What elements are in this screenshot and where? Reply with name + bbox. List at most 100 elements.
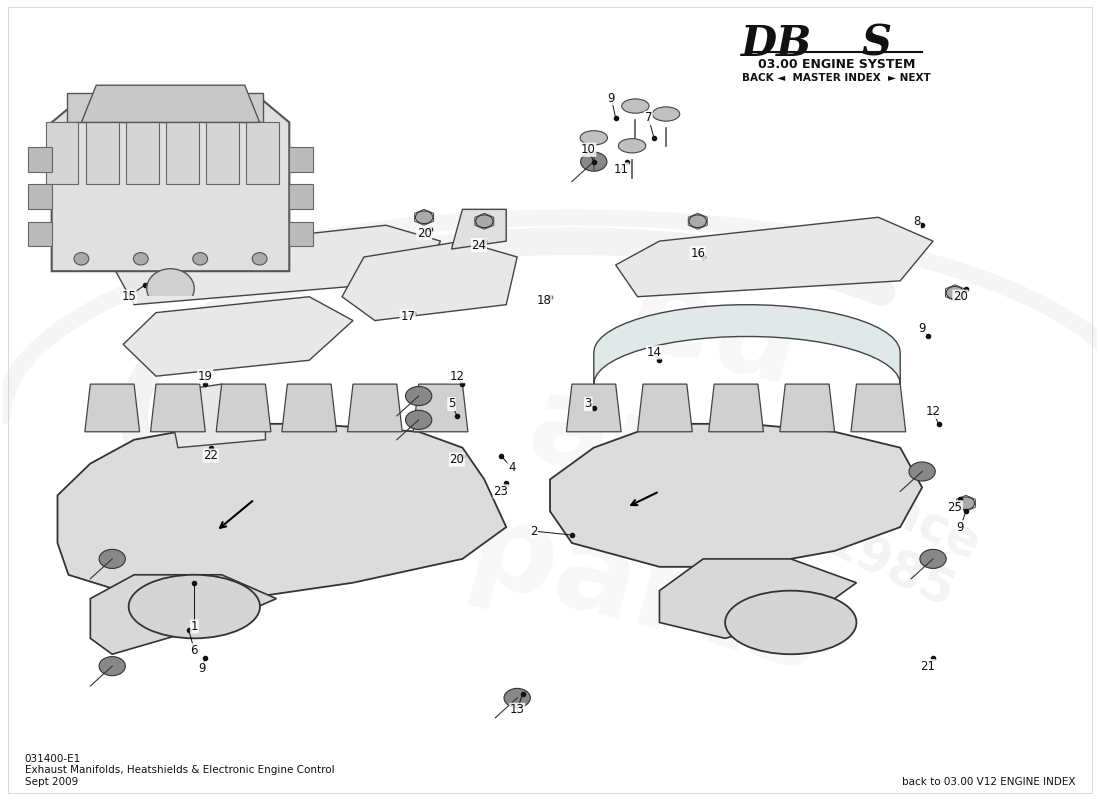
Text: 20: 20 <box>450 453 464 466</box>
Bar <box>206 122 239 184</box>
Circle shape <box>74 253 89 265</box>
Text: 4: 4 <box>508 461 516 474</box>
Polygon shape <box>123 297 353 376</box>
Circle shape <box>689 215 706 228</box>
Polygon shape <box>151 384 206 432</box>
Bar <box>289 185 314 210</box>
Ellipse shape <box>129 574 260 638</box>
Polygon shape <box>659 559 857 638</box>
Text: 18: 18 <box>537 294 552 307</box>
Circle shape <box>99 550 125 569</box>
Text: 22: 22 <box>204 449 218 462</box>
Polygon shape <box>616 218 933 297</box>
Text: 12: 12 <box>450 370 464 382</box>
Text: 9: 9 <box>918 322 926 335</box>
Text: 25: 25 <box>947 501 962 514</box>
Text: 1: 1 <box>190 620 198 633</box>
Bar <box>289 222 314 246</box>
Text: 12: 12 <box>925 406 940 418</box>
Polygon shape <box>594 305 900 384</box>
Text: 15: 15 <box>121 290 136 303</box>
Text: 8: 8 <box>913 214 921 228</box>
Polygon shape <box>167 384 265 448</box>
Text: 031400-E1: 031400-E1 <box>24 754 81 763</box>
Bar <box>204 93 263 122</box>
Text: 03.00 ENGINE SYSTEM: 03.00 ENGINE SYSTEM <box>758 58 915 71</box>
Circle shape <box>416 211 433 224</box>
Text: Exhaust Manifolds, Heatshields & Electronic Engine Control: Exhaust Manifolds, Heatshields & Electro… <box>24 766 334 775</box>
Circle shape <box>192 253 208 265</box>
Polygon shape <box>638 384 692 432</box>
Polygon shape <box>550 424 922 567</box>
Text: 20: 20 <box>953 290 968 303</box>
Circle shape <box>946 286 964 299</box>
Text: 10: 10 <box>581 143 596 156</box>
Text: Sept 2009: Sept 2009 <box>24 778 78 787</box>
Circle shape <box>475 215 493 228</box>
Polygon shape <box>282 384 337 432</box>
Bar <box>46 122 78 184</box>
Text: since
1985: since 1985 <box>812 465 988 621</box>
Circle shape <box>909 462 935 481</box>
Polygon shape <box>90 574 276 654</box>
Text: 24: 24 <box>472 238 486 251</box>
Circle shape <box>133 253 148 265</box>
Polygon shape <box>85 384 140 432</box>
Polygon shape <box>566 384 621 432</box>
Text: 16: 16 <box>691 246 705 259</box>
Text: 20: 20 <box>417 226 431 240</box>
Text: 5: 5 <box>448 398 455 410</box>
Bar <box>28 185 52 210</box>
Text: 11: 11 <box>614 163 628 176</box>
Text: 14: 14 <box>647 346 661 359</box>
Text: back to 03.00 V12 ENGINE INDEX: back to 03.00 V12 ENGINE INDEX <box>902 778 1076 787</box>
Circle shape <box>146 269 195 309</box>
Bar <box>166 122 199 184</box>
Bar <box>246 122 279 184</box>
Text: 2: 2 <box>530 525 537 538</box>
Bar <box>67 93 126 122</box>
Ellipse shape <box>652 107 680 121</box>
Text: 9: 9 <box>607 92 615 105</box>
Text: 13: 13 <box>509 703 525 716</box>
Circle shape <box>581 152 607 171</box>
Text: 9: 9 <box>957 521 965 534</box>
Text: BACK ◄  MASTER INDEX  ► NEXT: BACK ◄ MASTER INDEX ► NEXT <box>742 73 931 82</box>
Polygon shape <box>52 98 289 271</box>
Circle shape <box>920 550 946 569</box>
Ellipse shape <box>725 590 857 654</box>
Polygon shape <box>348 384 403 432</box>
Polygon shape <box>57 424 506 598</box>
Polygon shape <box>342 241 517 321</box>
Ellipse shape <box>618 138 646 153</box>
Polygon shape <box>780 384 835 432</box>
Polygon shape <box>414 384 468 432</box>
Text: S: S <box>862 22 892 65</box>
Polygon shape <box>217 384 271 432</box>
Bar <box>28 222 52 246</box>
Text: 6: 6 <box>190 644 198 657</box>
Bar <box>126 122 158 184</box>
Text: 7: 7 <box>645 111 652 125</box>
Polygon shape <box>851 384 905 432</box>
Ellipse shape <box>621 99 649 114</box>
Bar <box>289 147 314 172</box>
Polygon shape <box>112 226 441 305</box>
Polygon shape <box>81 86 260 122</box>
Circle shape <box>957 497 975 510</box>
Text: 3: 3 <box>584 398 592 410</box>
Circle shape <box>504 688 530 707</box>
Circle shape <box>406 410 432 430</box>
Bar <box>86 122 119 184</box>
Text: DB: DB <box>741 22 813 65</box>
Text: 21: 21 <box>920 660 935 673</box>
Circle shape <box>99 657 125 676</box>
Circle shape <box>406 386 432 406</box>
Text: 17: 17 <box>400 310 415 323</box>
Ellipse shape <box>580 130 607 145</box>
Polygon shape <box>451 210 506 249</box>
Text: eu
auto
parts: eu auto parts <box>456 230 906 698</box>
Text: 9: 9 <box>198 662 206 675</box>
Text: 23: 23 <box>493 485 508 498</box>
Bar <box>28 147 52 172</box>
